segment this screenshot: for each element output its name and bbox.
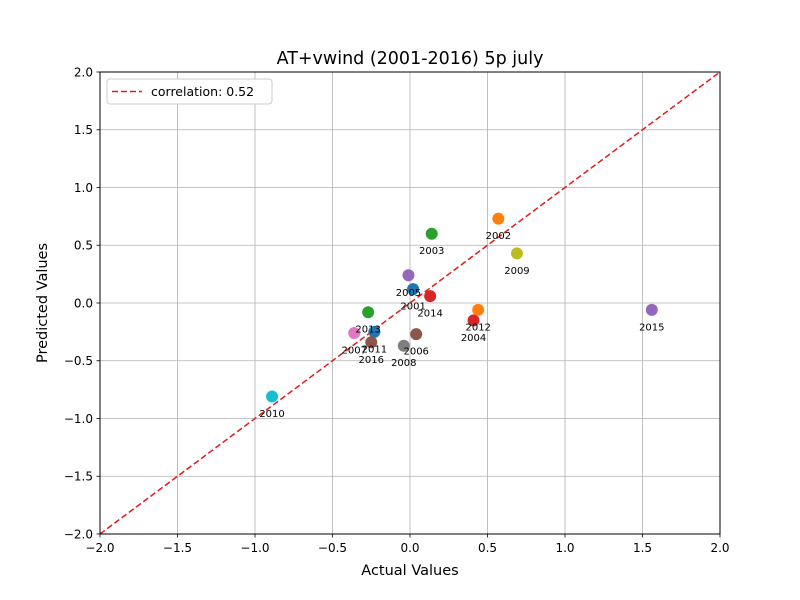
y-tick-label: −2.0: [64, 527, 93, 541]
x-tick-label: −1.0: [240, 541, 269, 555]
x-tick-label: 1.5: [633, 541, 652, 555]
point-labels-layer: 2001 2002 2003 2004 2005 2006 2007 2008 2009 2010…: [259, 231, 664, 420]
data-point-2015: [645, 303, 658, 316]
y-tick-label: −0.5: [64, 354, 93, 368]
y-tick-label: 1.5: [74, 123, 93, 137]
data-point-label-2002: 2002: [486, 231, 511, 242]
data-point-label-2011: 2011: [362, 344, 387, 355]
data-point-label-2014: 2014: [417, 309, 442, 320]
data-point-2012: [472, 303, 485, 316]
data-point-2006: [410, 328, 423, 341]
x-tick-label: −2.0: [85, 541, 114, 555]
data-point-2005: [402, 269, 415, 282]
legend-entry-label: correlation: 0.52: [151, 84, 254, 99]
y-tick-label: 2.0: [74, 65, 93, 79]
data-point-label-2003: 2003: [419, 246, 444, 257]
data-point-2016: [365, 336, 378, 349]
data-point-label-2004: 2004: [461, 333, 486, 344]
data-point-2004: [467, 314, 480, 327]
chart-title: AT+vwind (2001-2016) 5p july: [277, 49, 544, 69]
data-point-label-2007: 2007: [341, 346, 366, 357]
ticks-layer: −2.0 −1.5 −1.0 −0.5 0.0 0.5 1.0 1.5 2.0 −2.0 −1.5 −…: [64, 65, 730, 555]
data-point-label-2006: 2006: [403, 347, 428, 358]
x-tick-label: 1.0: [555, 541, 574, 555]
y-tick-label: 0.5: [74, 239, 93, 253]
x-tick-label: −0.5: [318, 541, 347, 555]
reference-line-layer: [99, 71, 721, 535]
data-point-2010: [266, 390, 279, 403]
legend: correlation: 0.52: [106, 78, 273, 105]
correlation-reference-line: [99, 71, 721, 535]
data-point-label-2016: 2016: [359, 355, 384, 366]
points-layer: [266, 212, 658, 403]
data-point-label-2001: 2001: [400, 302, 425, 313]
data-point-2007: [348, 327, 361, 340]
data-point-label-2008: 2008: [391, 358, 416, 369]
y-tick-label: −1.0: [64, 412, 93, 426]
x-tick-label: 2.0: [710, 541, 729, 555]
data-point-label-2005: 2005: [396, 288, 421, 299]
data-point-label-2012: 2012: [465, 322, 490, 333]
data-point-label-2013: 2013: [355, 325, 380, 336]
x-tick-label: 0.5: [478, 541, 497, 555]
legend-box: [106, 78, 273, 105]
x-tick-label: −1.5: [163, 541, 192, 555]
data-point-2002: [492, 212, 505, 225]
data-point-2013: [362, 306, 375, 319]
y-tick-label: 0.0: [74, 296, 93, 310]
data-point-label-2015: 2015: [639, 322, 664, 333]
data-point-2014: [424, 290, 437, 303]
data-point-2001: [407, 283, 420, 296]
x-axis-label: Actual Values: [361, 563, 458, 579]
data-point-label-2009: 2009: [504, 266, 529, 277]
data-point-2009: [510, 247, 523, 260]
data-point-2011: [368, 325, 381, 338]
y-tick-label: 1.0: [74, 181, 93, 195]
y-axis-label: Predicted Values: [35, 243, 51, 363]
y-tick-label: −1.5: [64, 470, 93, 484]
data-point-2008: [397, 339, 410, 352]
data-point-label-2010: 2010: [259, 409, 284, 420]
data-point-2003: [425, 227, 438, 240]
x-tick-label: 0.0: [400, 541, 419, 555]
